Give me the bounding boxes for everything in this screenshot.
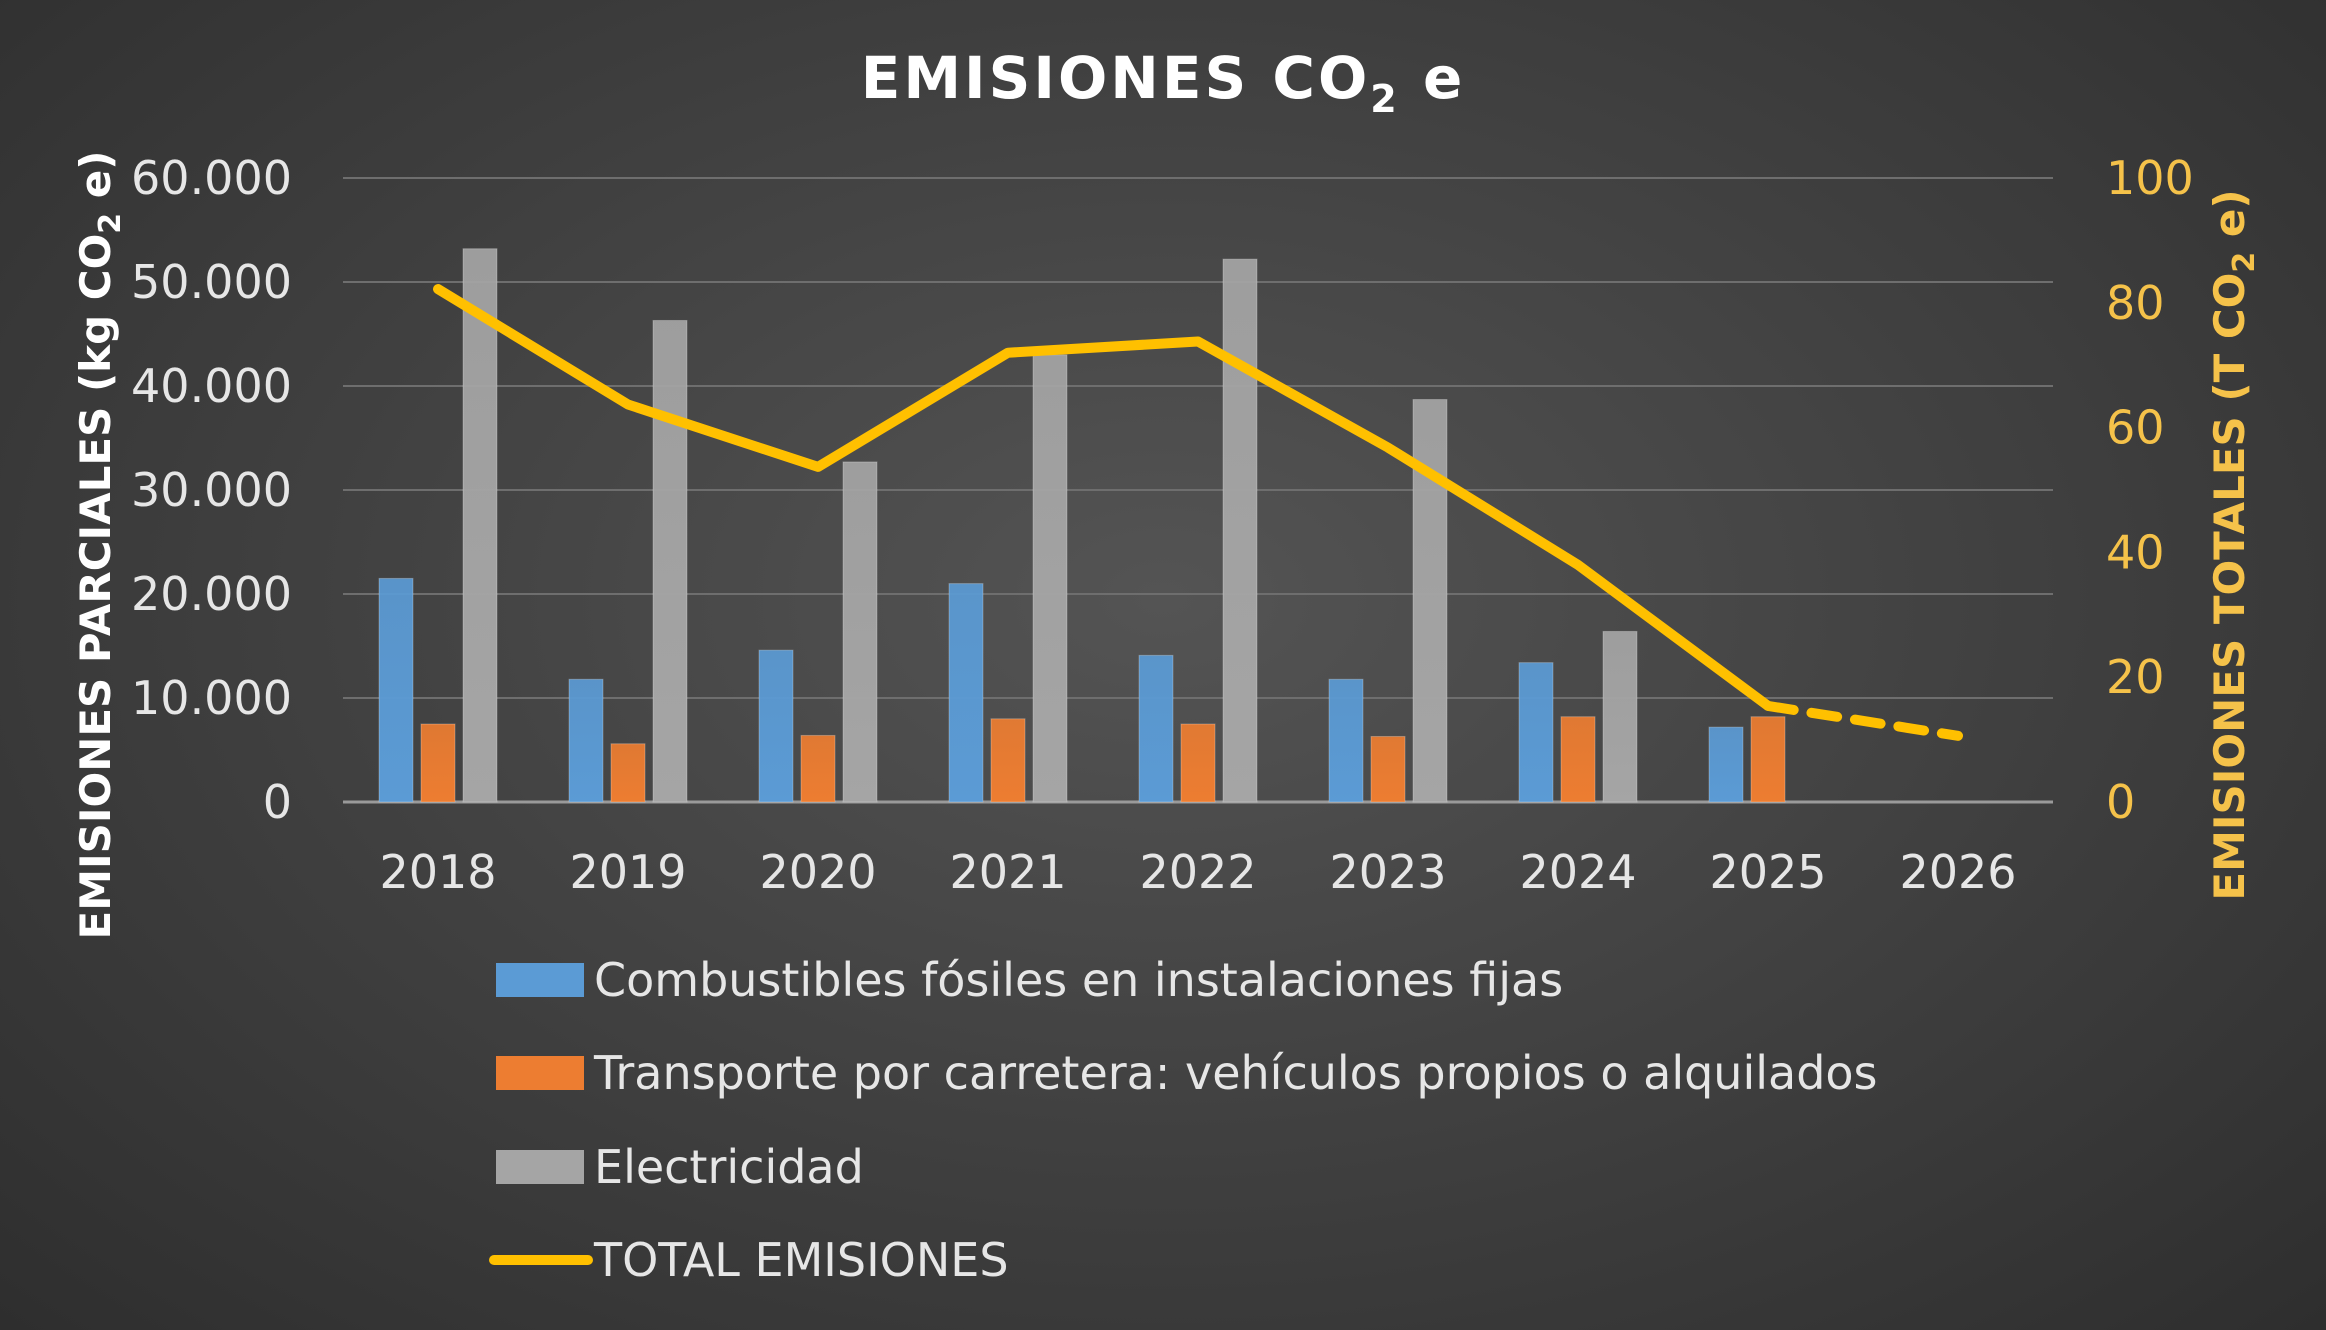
bar-2 — [990, 718, 1026, 803]
bar-1 — [378, 577, 414, 803]
bar-3 — [1602, 630, 1638, 803]
y-left-tick-label: 30.000 — [131, 463, 292, 517]
x-tick-label: 2020 — [759, 845, 876, 899]
y-left-tick-label: 60.000 — [131, 151, 292, 205]
bar-2 — [420, 723, 456, 803]
x-ticks: 2018 2019 2020 2021 2022 2023 2024 2025 2026 — [379, 845, 2016, 899]
chart-title: EMISIONES CO2 e — [861, 44, 1466, 121]
y-right-axis-title: EMISIONES TOTALES (T CO2 e) — [2205, 189, 2262, 900]
legend-label: TOTAL EMISIONES — [593, 1233, 1009, 1287]
total-line-point — [1577, 563, 1579, 566]
bar-3 — [842, 461, 878, 803]
bar-2 — [1370, 735, 1406, 803]
bar-1 — [1328, 678, 1364, 803]
total-line-forecast — [1763, 700, 1963, 741]
y-right-tick-label: 80 — [2106, 276, 2165, 330]
total-line — [433, 284, 1963, 741]
bar-2 — [1180, 723, 1216, 803]
y-right-tick-label: 40 — [2106, 525, 2165, 579]
bar-1 — [758, 649, 794, 803]
x-tick-label: 2018 — [379, 845, 496, 899]
total-line-point — [1007, 351, 1009, 354]
legend-label: Combustibles fósiles en instalaciones fi… — [594, 953, 1563, 1007]
legend-swatch — [496, 1150, 584, 1184]
y-left-axis-title: EMISIONES PARCIALES (kg CO2 e) — [71, 151, 128, 940]
bar-1 — [948, 583, 984, 803]
legend: Combustibles fósiles en instalaciones fi… — [489, 953, 1878, 1287]
x-tick-label: 2019 — [569, 845, 686, 899]
y-left-tick-label: 50.000 — [131, 255, 292, 309]
x-tick-label: 2021 — [949, 845, 1066, 899]
bar-3 — [1412, 399, 1448, 803]
y-left-tick-label: 10.000 — [131, 671, 292, 725]
bar-1 — [1708, 726, 1744, 803]
bar-1 — [1518, 662, 1554, 803]
y-right-tick-label: 100 — [2106, 151, 2194, 205]
y-right-tick-label: 20 — [2106, 650, 2165, 704]
x-tick-label: 2024 — [1519, 845, 1636, 899]
y-right-tick-label: 60 — [2106, 401, 2165, 455]
bar-3 — [462, 248, 498, 803]
total-line-point — [1957, 734, 1959, 737]
bar-2 — [1560, 716, 1596, 803]
bar-3 — [652, 319, 688, 803]
bar-2 — [610, 743, 646, 803]
total-line-point — [1197, 340, 1199, 343]
bars — [378, 248, 1786, 803]
y-left-tick-label: 20.000 — [131, 567, 292, 621]
bar-2 — [1750, 716, 1786, 803]
x-tick-label: 2022 — [1139, 845, 1256, 899]
total-line-point — [627, 403, 629, 406]
x-tick-label: 2025 — [1709, 845, 1826, 899]
y-right-tick-label: 0 — [2106, 775, 2135, 829]
legend-swatch — [496, 1056, 584, 1090]
bar-2 — [800, 734, 836, 803]
total-line-solid — [433, 284, 1773, 711]
bar-1 — [1138, 654, 1174, 803]
bar-3 — [1222, 258, 1258, 803]
total-line-point — [817, 465, 819, 468]
total-line-point — [1387, 446, 1389, 449]
y-right-ticks: 0 20 40 60 80 100 — [2106, 151, 2194, 829]
y-left-ticks: 0 10.000 20.000 30.000 40.000 50.000 60.000 — [131, 151, 292, 829]
y-left-tick-label: 0 — [263, 775, 292, 829]
total-line-point — [1767, 704, 1769, 707]
bar-3 — [1032, 354, 1068, 803]
legend-label: Transporte por carretera: vehículos prop… — [593, 1046, 1878, 1100]
x-tick-label: 2023 — [1329, 845, 1446, 899]
legend-label: Electricidad — [594, 1140, 864, 1194]
y-left-tick-label: 40.000 — [131, 359, 292, 413]
legend-swatch — [496, 963, 584, 997]
total-line-point — [437, 288, 439, 291]
x-tick-label: 2026 — [1899, 845, 2016, 899]
bar-1 — [568, 678, 604, 803]
